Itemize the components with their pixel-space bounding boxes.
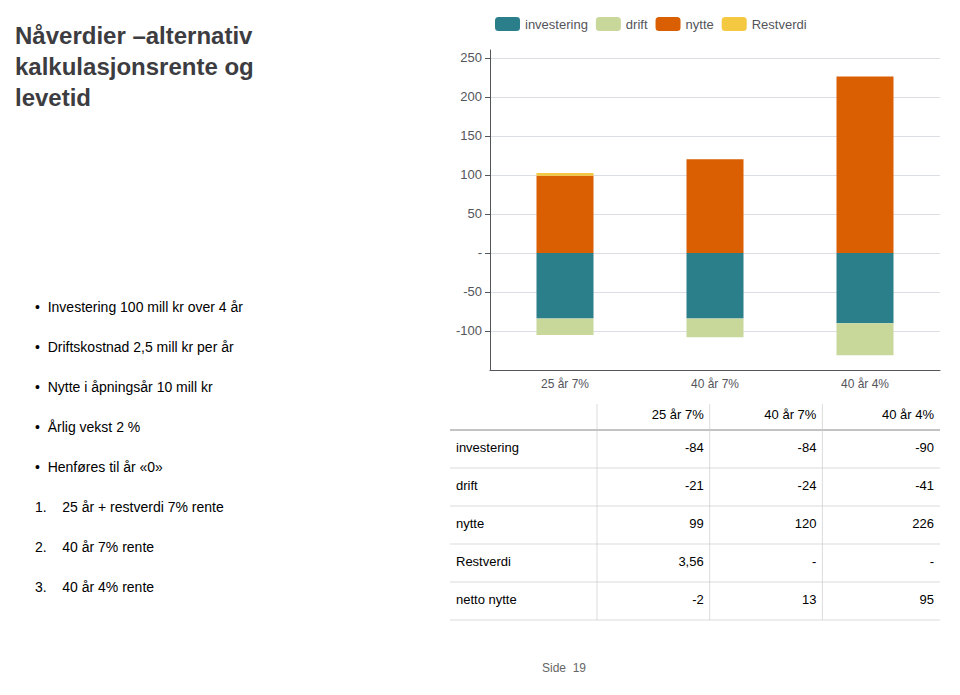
svg-text:drift: drift xyxy=(626,17,648,32)
svg-text:• Årlig vekst 2 %: • Årlig vekst 2 % xyxy=(35,419,140,435)
svg-text:3. 40 år 4% rente: 3. 40 år 4% rente xyxy=(35,579,154,595)
svg-text:Restverdi: Restverdi xyxy=(456,554,511,569)
svg-text:-41: -41 xyxy=(915,478,934,493)
svg-text:150: 150 xyxy=(460,128,482,143)
svg-text:investering: investering xyxy=(456,440,519,455)
svg-text:-50: -50 xyxy=(463,284,482,299)
svg-text:40 år 4%: 40 år 4% xyxy=(841,377,889,391)
svg-text:• Henføres til år «0»: • Henføres til år «0» xyxy=(35,459,163,475)
svg-text:-: - xyxy=(478,245,482,260)
svg-text:-: - xyxy=(930,554,934,569)
svg-text:• Driftskostnad 2,5 mill kr p: • Driftskostnad 2,5 mill kr per år xyxy=(35,339,234,355)
svg-text:-84: -84 xyxy=(685,440,704,455)
svg-text:-: - xyxy=(812,554,816,569)
svg-text:investering: investering xyxy=(525,17,588,32)
svg-text:226: 226 xyxy=(912,516,934,531)
svg-text:drift: drift xyxy=(456,478,478,493)
svg-text:50: 50 xyxy=(468,206,482,221)
svg-text:200: 200 xyxy=(460,89,482,104)
svg-text:-90: -90 xyxy=(915,440,934,455)
svg-text:2. 40 år 7% rente: 2. 40 år 7% rente xyxy=(35,539,154,555)
svg-text:• Nytte i åpningsår 10 mill k: • Nytte i åpningsår 10 mill kr xyxy=(35,379,213,395)
svg-text:-100: -100 xyxy=(456,323,482,338)
svg-text:250: 250 xyxy=(460,50,482,65)
svg-text:100: 100 xyxy=(460,167,482,182)
svg-text:40 år 4%: 40 år 4% xyxy=(882,407,934,422)
svg-text:nytte: nytte xyxy=(686,17,714,32)
svg-text:-84: -84 xyxy=(798,440,817,455)
svg-text:99: 99 xyxy=(689,516,703,531)
svg-text:-21: -21 xyxy=(685,478,704,493)
svg-text:13: 13 xyxy=(802,592,816,607)
svg-text:levetid: levetid xyxy=(15,84,91,111)
svg-text:40 år 7%: 40 år 7% xyxy=(764,407,816,422)
svg-text:-2: -2 xyxy=(692,592,704,607)
svg-text:• Investering 100 mill kr ove: • Investering 100 mill kr over 4 år xyxy=(35,299,243,315)
svg-text:-24: -24 xyxy=(798,478,817,493)
svg-text:Restverdi: Restverdi xyxy=(752,17,807,32)
svg-text:netto nytte: netto nytte xyxy=(456,592,517,607)
svg-text:Side 19: Side 19 xyxy=(542,661,586,675)
svg-text:120: 120 xyxy=(795,516,817,531)
svg-text:40 år 7%: 40 år 7% xyxy=(691,377,739,391)
svg-text:95: 95 xyxy=(920,592,934,607)
svg-text:3,56: 3,56 xyxy=(678,554,703,569)
svg-text:Nåverdier –alternativ: Nåverdier –alternativ xyxy=(15,22,253,49)
svg-text:kalkulasjonsrente og: kalkulasjonsrente og xyxy=(15,53,254,80)
svg-text:25 år 7%: 25 år 7% xyxy=(541,377,589,391)
svg-text:nytte: nytte xyxy=(456,516,484,531)
svg-text:1. 25 år + restverdi 7% ren: 1. 25 år + restverdi 7% rente xyxy=(35,499,224,515)
svg-text:25 år 7%: 25 år 7% xyxy=(652,407,704,422)
